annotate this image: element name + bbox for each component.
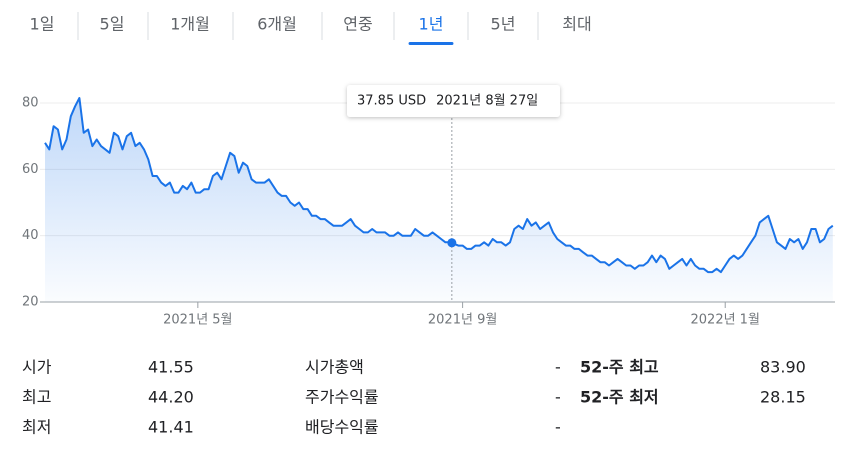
tooltip-box (347, 85, 560, 117)
tooltip-date: 2021년 8월 27일 (436, 94, 538, 109)
stat-value: 83.90 (760, 358, 806, 377)
stat-value: - (555, 358, 561, 377)
stat-value: 28.15 (760, 388, 806, 407)
y-tick-label: 60 (22, 162, 39, 177)
hover-point (447, 238, 457, 248)
tab[interactable]: 1일 (30, 15, 55, 34)
tab[interactable]: 1년 (419, 15, 444, 34)
tab[interactable]: 연중 (343, 15, 372, 34)
tab[interactable]: 5년 (491, 15, 516, 34)
x-tick-label: 2021년 5월 (163, 313, 232, 328)
tab[interactable]: 5일 (100, 15, 125, 34)
stat-value: - (555, 418, 561, 437)
stat-label: 배당수익률 (305, 418, 379, 437)
stat-label: 52-주 최고 (580, 358, 659, 377)
stat-value: 44.20 (148, 388, 194, 407)
tab[interactable]: 최대 (562, 15, 591, 34)
y-tick-label: 40 (22, 228, 39, 243)
tab-bar: 1일 5일 1개월 6개월 연중 1년 5년 최대 (30, 12, 592, 45)
stat-label: 52-주 최저 (580, 388, 659, 407)
stat-label: 시가 (22, 358, 52, 377)
stat-label: 최저 (22, 418, 51, 437)
stat-label: 최고 (22, 388, 51, 407)
x-tick-label: 2022년 1월 (691, 313, 760, 328)
x-tick-label: 2021년 9월 (428, 313, 497, 328)
stat-value: 41.55 (148, 358, 194, 377)
tooltip-value: 37.85 USD (357, 94, 426, 109)
price-line (44, 97, 834, 274)
stat-label: 시가총액 (305, 358, 364, 377)
y-tick-label: 80 (22, 96, 39, 111)
y-tick-label: 20 (22, 295, 39, 310)
tab-underline (408, 42, 454, 45)
stat-value: 41.41 (148, 418, 194, 437)
area-fill (45, 98, 833, 302)
tab[interactable]: 6개월 (257, 15, 297, 34)
chart: 20 40 60 80 2021년 5월 2021년 9월 2022년 1월 37.85 US… (22, 85, 835, 328)
tab[interactable]: 1개월 (170, 15, 210, 34)
stat-value: - (555, 388, 561, 407)
stat-label: 주가수익률 (305, 388, 379, 407)
